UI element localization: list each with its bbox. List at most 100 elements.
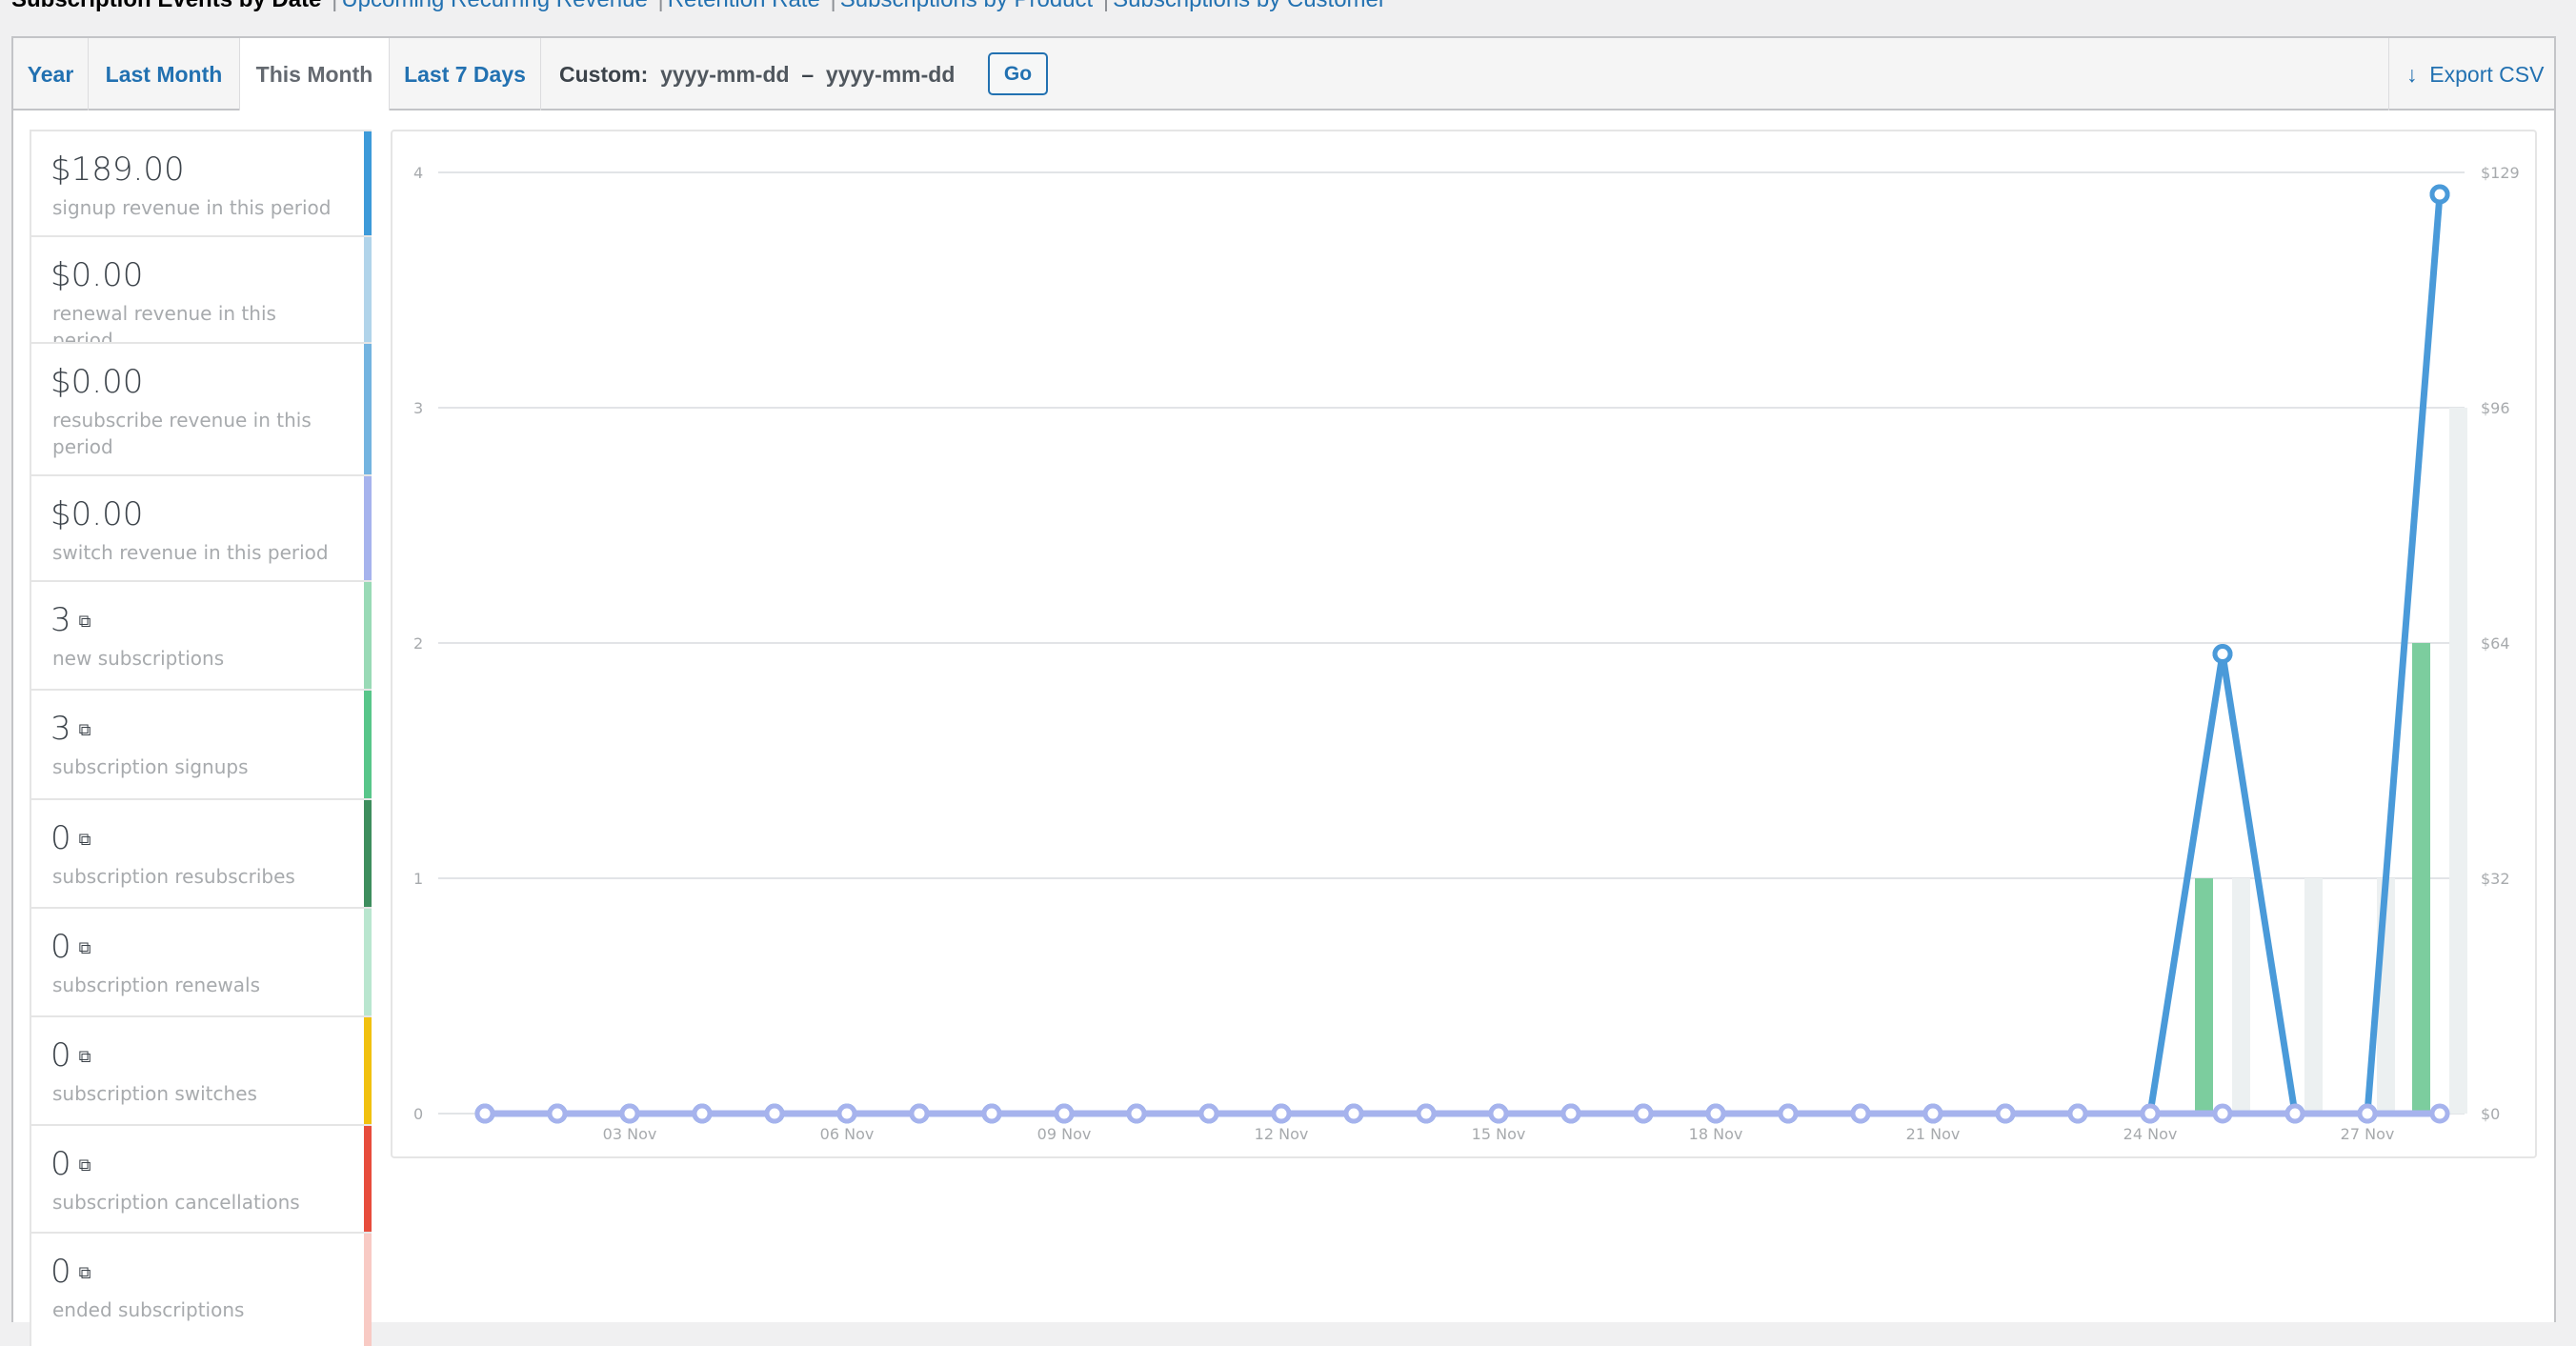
legend-label: subscription cancellations [52, 1191, 300, 1214]
y-right-tick-label: $96 [2481, 399, 2510, 417]
legend-value: $0.00 [50, 363, 143, 401]
custom-to-input[interactable]: yyyy-mm-dd [825, 62, 956, 87]
legend-value: 3 ⧉ [50, 710, 91, 748]
subnav-link-by-product[interactable]: Subscriptions by Product [840, 0, 1093, 12]
x-tick-label: 12 Nov [1255, 1125, 1309, 1143]
legend-value-text: 3 [50, 601, 71, 639]
legend-item-renewal-revenue-in-this-period: $0.00 renewal revenue in this period [30, 235, 372, 352]
data-point [2357, 1103, 2378, 1124]
data-point [1633, 1103, 1654, 1124]
x-tick-label: 24 Nov [2123, 1125, 2178, 1143]
legend-value-text: 0 [50, 1253, 71, 1291]
y-right-tick-label: $64 [2481, 634, 2510, 653]
separator: | [657, 0, 663, 12]
data-point [981, 1103, 1002, 1124]
custom-from-input[interactable]: yyyy-mm-dd [660, 62, 790, 87]
legend-value-text: $0.00 [50, 495, 144, 533]
legend-value: $189.00 [50, 151, 185, 189]
arrow-down-icon: ↓ [2406, 62, 2418, 87]
legend-value-text: 0 [50, 1036, 71, 1075]
bar [2304, 878, 2323, 1114]
legend-item-subscription-cancellations: 0 ⧉ subscription cancellations [30, 1124, 372, 1232]
tab-this-month[interactable]: This Month [240, 38, 390, 112]
separator: | [332, 0, 337, 12]
custom-label: Custom: [559, 62, 649, 87]
legend-color-swatch [364, 1017, 372, 1124]
y-left-tick-label: 0 [413, 1105, 423, 1123]
data-point [2140, 1103, 2161, 1124]
x-tick-label: 15 Nov [1472, 1125, 1526, 1143]
x-tick-label: 06 Nov [820, 1125, 875, 1143]
data-point [1126, 1103, 1147, 1124]
bar [2449, 408, 2467, 1114]
y-right-tick-label: $32 [2481, 870, 2510, 888]
data-point [474, 1103, 495, 1124]
data-point [1054, 1103, 1075, 1124]
data-point [1271, 1103, 1292, 1124]
legend-label: ended subscriptions [52, 1298, 245, 1321]
legend-label: signup revenue in this period [52, 196, 332, 219]
external-link-icon[interactable]: ⧉ [78, 1047, 91, 1067]
data-point [836, 1103, 857, 1124]
external-link-icon[interactable]: ⧉ [78, 1155, 91, 1175]
legend-color-swatch [364, 344, 372, 474]
x-tick-label: 21 Nov [1906, 1125, 1961, 1143]
range-dash: – [801, 62, 815, 87]
external-link-icon[interactable]: ⧉ [78, 612, 91, 632]
legend-value-text: $0.00 [50, 363, 144, 401]
legend-item-signup-revenue-in-this-period: $189.00 signup revenue in this period [30, 130, 372, 235]
bar [2232, 878, 2250, 1114]
series-line [485, 193, 2444, 1117]
legend-item-ended-subscriptions: 0 ⧉ ended subscriptions [30, 1232, 372, 1346]
legend-color-swatch [364, 582, 372, 689]
tab-year[interactable]: Year [13, 38, 89, 110]
legend-value-text: 0 [50, 928, 71, 966]
legend-value: 0 ⧉ [50, 1036, 91, 1075]
data-point [2429, 1103, 2450, 1124]
y-left-tick-label: 2 [413, 634, 423, 653]
external-link-icon[interactable]: ⧉ [78, 830, 91, 850]
legend-color-swatch [364, 800, 372, 907]
legend-item-resubscribe-revenue-in-this-period: $0.00 resubscribe revenue in this period [30, 342, 372, 474]
legend-item-new-subscriptions: 3 ⧉ new subscriptions [30, 580, 372, 689]
legend-value-text: 0 [50, 819, 71, 857]
external-link-icon[interactable]: ⧉ [78, 1263, 91, 1283]
data-point [2212, 643, 2233, 664]
legend-color-swatch [364, 1126, 372, 1232]
legend-color-swatch [364, 237, 372, 342]
legend-value: 3 ⧉ [50, 601, 91, 639]
data-point [1343, 1103, 1364, 1124]
legend-color-swatch [364, 1234, 372, 1346]
chart-svg: 0 1 2 3 4 $0 $32 $64 $96 $129 03 Nov 06 Nov 09 Nov 12… [413, 164, 2520, 1143]
legend-label: subscription signups [52, 755, 249, 778]
go-button[interactable]: Go [988, 52, 1048, 95]
legend-value-text: $0.00 [50, 256, 144, 294]
x-tick-label: 27 Nov [2341, 1125, 2395, 1143]
legend-item-subscription-resubscribes: 0 ⧉ subscription resubscribes [30, 798, 372, 907]
legend-label: subscription resubscribes [52, 865, 295, 888]
legend-color-swatch [364, 691, 372, 798]
legend-value-text: 3 [50, 710, 71, 748]
report-subnav: Subscription Events by Date | Upcoming Re… [11, 0, 1386, 13]
data-point [1198, 1103, 1219, 1124]
external-link-icon[interactable]: ⧉ [78, 720, 91, 740]
data-point [692, 1103, 713, 1124]
tab-last-7-days[interactable]: Last 7 Days [390, 38, 541, 110]
data-point [2429, 184, 2450, 205]
legend-label: new subscriptions [52, 647, 225, 670]
subnav-link-retention-rate[interactable]: Retention Rate [668, 0, 820, 12]
legend-color-swatch [364, 909, 372, 1015]
data-point [1488, 1103, 1509, 1124]
tab-last-month[interactable]: Last Month [89, 38, 240, 110]
data-point [1560, 1103, 1581, 1124]
x-tick-label: 03 Nov [603, 1125, 657, 1143]
y-right-tick-label: $129 [2481, 164, 2520, 182]
legend-label: switch revenue in this period [52, 541, 329, 564]
export-csv-button[interactable]: ↓ Export CSV [2388, 38, 2556, 110]
legend-label: resubscribe revenue in this period [52, 409, 312, 458]
subnav-link-by-customer[interactable]: Subscriptions by Customer [1113, 0, 1386, 12]
y-right-tick-label: $0 [2481, 1105, 2500, 1123]
data-point [909, 1103, 930, 1124]
external-link-icon[interactable]: ⧉ [78, 938, 91, 958]
subnav-link-upcoming-revenue[interactable]: Upcoming Recurring Revenue [341, 0, 648, 12]
